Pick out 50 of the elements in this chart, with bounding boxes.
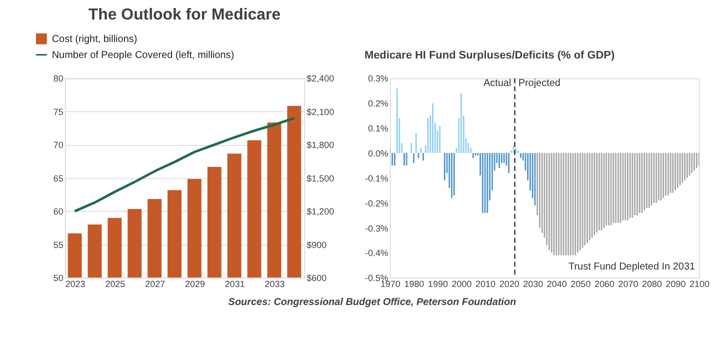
x-tick-label: 2030 [523, 279, 544, 290]
x-tick-label: 2010 [476, 279, 496, 290]
y-tick-label: -0.1% [364, 173, 388, 184]
x-tick-label: 2040 [546, 279, 567, 290]
x-tick-label: 2090 [666, 279, 686, 290]
y-tick-label: 75 [53, 106, 64, 117]
y-tick-label: 65 [53, 173, 64, 184]
y-tick-label: 60 [53, 206, 64, 217]
annotation: Actual [483, 78, 512, 90]
chart-title: The Outlook for Medicare [88, 6, 281, 24]
legend-label: Number of People Covered (left, millions) [52, 50, 234, 61]
y-tick-label: -0.3% [364, 223, 388, 234]
y2-tick-label: $600 [306, 273, 327, 284]
x-tick-label: 2025 [105, 279, 126, 290]
y2-tick-label: $1,800 [306, 140, 334, 150]
y-tick-label: -0.4% [364, 248, 388, 258]
y-tick-label: 0.3% [368, 74, 388, 84]
x-tick-label: 1980 [404, 279, 424, 290]
y-tick-label: 0.1% [368, 124, 388, 134]
y-tick-label: 70 [53, 140, 64, 150]
y-tick-label: 0.0% [368, 148, 388, 158]
y-tick-label: 0.2% [368, 98, 388, 109]
x-tick-label: 2023 [65, 279, 86, 290]
x-tick-label: 2050 [570, 279, 591, 290]
y-tick-label: 50 [53, 273, 64, 284]
source-note: Sources: Congressional Budget Office, Peterson Foundation [228, 297, 516, 308]
x-tick-label: 2029 [184, 279, 205, 290]
x-tick-label: 2060 [594, 279, 614, 290]
y2-tick-label: $2,100 [306, 106, 334, 117]
x-tick-label: 2080 [642, 279, 662, 290]
y2-tick-label: $1,200 [306, 206, 334, 217]
x-tick-label: 1990 [428, 279, 448, 290]
chart-title: Medicare HI Fund Surpluses/Deficits (% of GDP) [364, 49, 615, 62]
x-tick-label: 2031 [224, 279, 245, 290]
x-tick-label: 2000 [452, 279, 472, 290]
y-tick-label: 80 [53, 74, 64, 84]
y-tick-label: -0.2% [364, 198, 388, 208]
legend-label: Cost (right, billions) [52, 34, 138, 45]
x-tick-label: 2020 [499, 279, 520, 290]
y2-tick-label: $900 [306, 240, 327, 250]
y2-tick-label: $1,500 [306, 173, 334, 184]
line-series [74, 116, 296, 212]
annotation: Projected [518, 78, 560, 90]
y-tick-label: 55 [53, 240, 64, 250]
annotation: Trust Fund Depleted In 2031 [568, 262, 696, 273]
x-tick-label: 2027 [145, 279, 166, 290]
y2-tick-label: $2,400 [306, 74, 334, 84]
x-tick-label: 2070 [618, 279, 638, 290]
x-tick-label: 2033 [264, 279, 285, 290]
x-tick-label: 2100 [690, 279, 710, 290]
